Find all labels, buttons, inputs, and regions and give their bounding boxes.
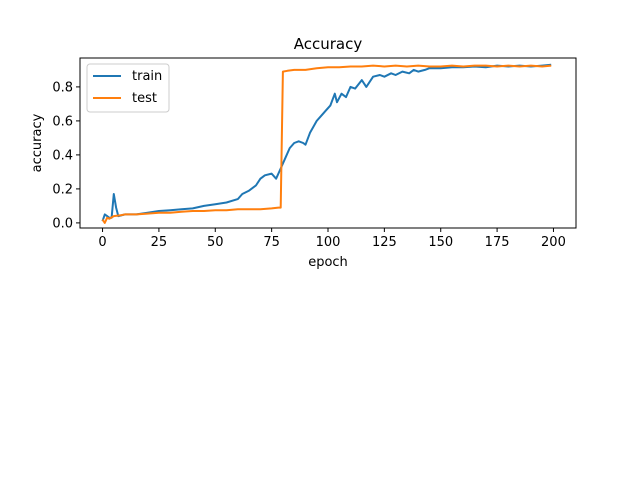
y-tick-label: 0.4 [52, 148, 73, 163]
x-tick-label: 175 [485, 235, 510, 250]
chart-title: Accuracy [294, 35, 363, 53]
y-tick-label: 0.8 [52, 80, 73, 95]
x-tick-label: 50 [207, 235, 224, 250]
legend-label-train: train [132, 69, 162, 84]
x-tick-label: 150 [428, 235, 453, 250]
y-tick-label: 0.2 [52, 182, 73, 197]
y-axis-label: accuracy [30, 113, 45, 172]
x-tick-label: 100 [316, 235, 341, 250]
y-tick-label: 0.0 [52, 216, 73, 231]
legend: train test [86, 63, 170, 113]
x-axis-ticks: 0 25 50 75 100 125 150 175 200 [98, 228, 566, 250]
x-tick-label: 75 [263, 235, 280, 250]
series-line-train [101, 63, 552, 222]
x-tick-label: 200 [541, 235, 566, 250]
x-tick-label: 25 [151, 235, 168, 250]
series-line-test [101, 64, 552, 224]
x-tick-label: 125 [372, 235, 397, 250]
x-tick-label: 0 [98, 235, 106, 250]
y-axis-ticks: 0.0 0.2 0.4 0.6 0.8 [52, 80, 80, 231]
plot-lines [101, 63, 552, 224]
y-tick-label: 0.6 [52, 114, 73, 129]
legend-label-test: test [132, 91, 157, 106]
x-axis-label: epoch [308, 255, 348, 270]
